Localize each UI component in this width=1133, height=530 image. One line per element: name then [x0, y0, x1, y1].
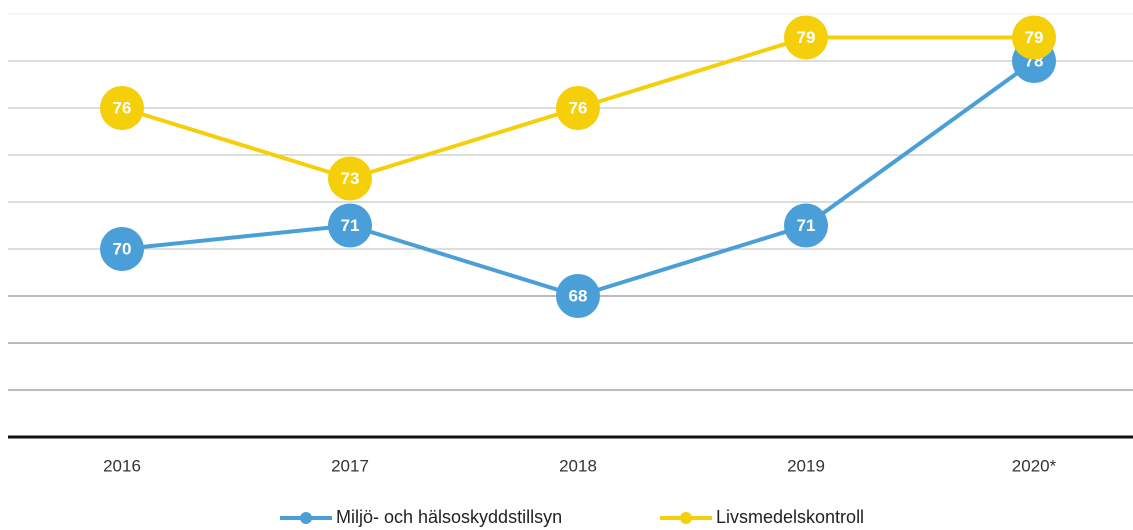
data-point	[556, 86, 600, 130]
x-tick-label: 2018	[559, 456, 597, 475]
data-label: 79	[797, 28, 816, 47]
legend-marker	[300, 512, 312, 524]
data-point	[328, 156, 372, 201]
data-label: 73	[341, 169, 360, 188]
data-point	[100, 86, 144, 130]
legend-label: Livsmedelskontroll	[716, 507, 864, 527]
data-point	[100, 227, 144, 271]
data-point	[784, 203, 828, 248]
legend-label: Miljö- och hälsoskyddstillsyn	[336, 507, 562, 527]
data-label: 76	[113, 98, 132, 117]
data-label: 79	[1025, 28, 1044, 47]
data-label: 71	[797, 216, 816, 235]
data-label: 76	[569, 98, 588, 117]
data-label: 70	[113, 239, 132, 258]
x-tick-label: 2020*	[1012, 456, 1057, 475]
data-point	[1012, 15, 1056, 60]
x-tick-label: 2016	[103, 456, 141, 475]
x-tick-label: 2019	[787, 456, 825, 475]
x-tick-label: 2017	[331, 456, 369, 475]
data-point	[556, 274, 600, 318]
data-label: 68	[569, 286, 588, 305]
data-label: 71	[341, 216, 360, 235]
legend-marker	[680, 512, 692, 524]
data-point	[784, 15, 828, 60]
data-point	[328, 203, 372, 248]
